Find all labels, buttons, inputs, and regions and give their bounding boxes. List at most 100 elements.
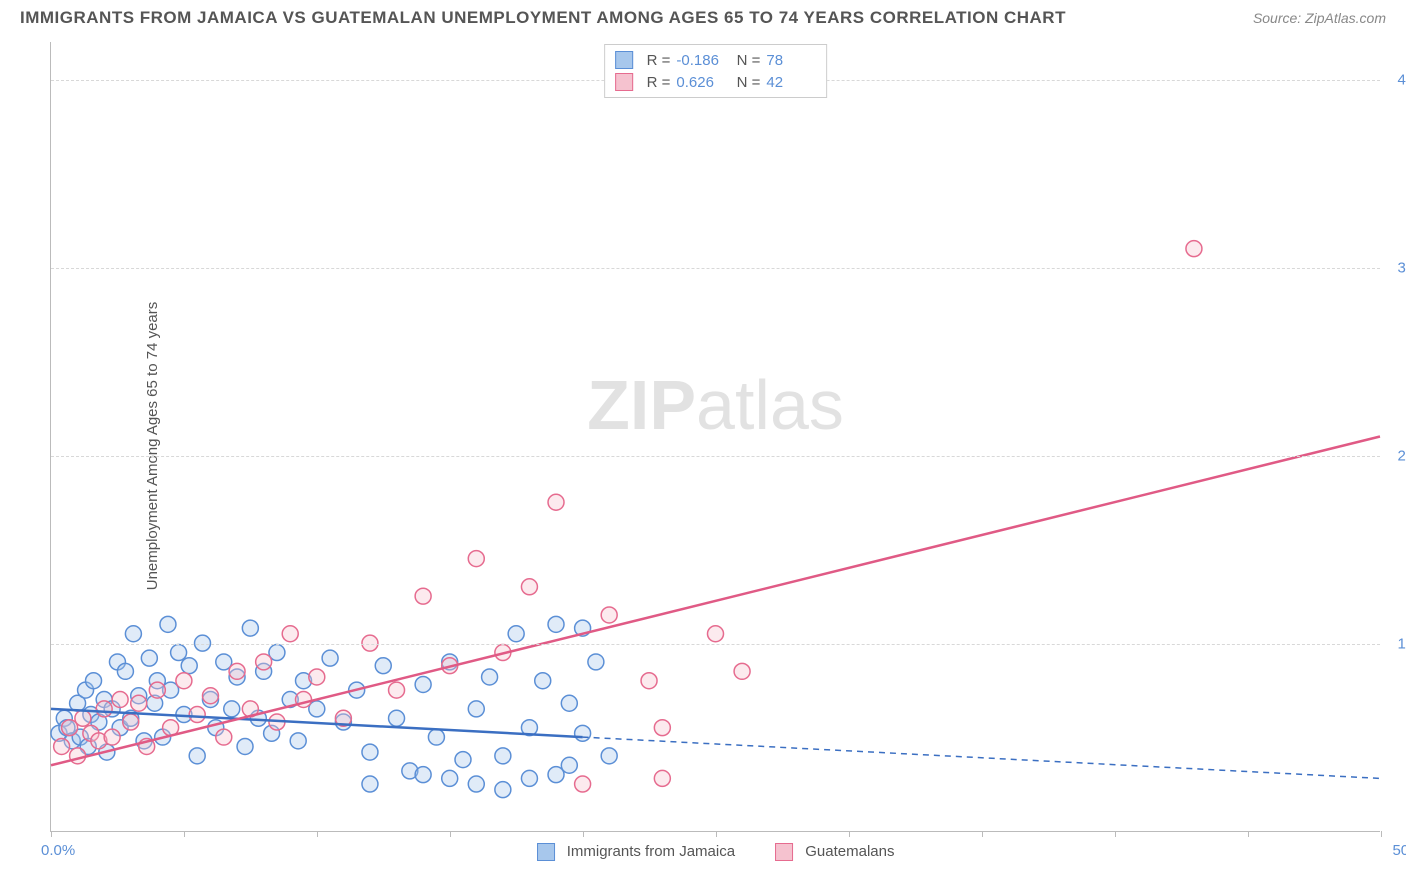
data-point — [131, 695, 147, 711]
y-tick-label: 40.0% — [1385, 71, 1406, 88]
x-tick — [317, 831, 318, 837]
legend-swatch — [775, 843, 793, 861]
regression-line — [51, 437, 1380, 766]
r-label: R = — [647, 52, 671, 69]
data-point — [575, 725, 591, 741]
data-point — [181, 658, 197, 674]
data-point — [96, 701, 112, 717]
data-point — [415, 676, 431, 692]
data-point — [141, 650, 157, 666]
data-point — [601, 748, 617, 764]
legend-swatch — [537, 843, 555, 861]
data-point — [125, 626, 141, 642]
data-point — [548, 616, 564, 632]
data-point — [575, 776, 591, 792]
y-tick-label: 30.0% — [1385, 259, 1406, 276]
data-point — [535, 673, 551, 689]
data-point — [561, 695, 577, 711]
correlation-legend: R = -0.186 N = 78 R = 0.626 N = 42 — [604, 44, 828, 98]
data-point — [521, 770, 537, 786]
legend-row-series-1: R = -0.186 N = 78 — [615, 49, 817, 71]
data-point — [455, 752, 471, 768]
data-point — [54, 738, 70, 754]
r-label: R = — [647, 74, 671, 91]
data-point — [442, 770, 458, 786]
n-label: N = — [732, 52, 760, 69]
x-tick — [1115, 831, 1116, 837]
legend-row-series-2: R = 0.626 N = 42 — [615, 71, 817, 93]
legend-label-2: Guatemalans — [805, 843, 894, 860]
data-point — [86, 673, 102, 689]
legend-swatch-2 — [615, 73, 633, 91]
y-tick-label: 10.0% — [1385, 635, 1406, 652]
x-axis-max-label: 50.0% — [1392, 842, 1406, 859]
x-tick — [184, 831, 185, 837]
legend-item-1: Immigrants from Jamaica — [537, 843, 736, 861]
data-point — [508, 626, 524, 642]
data-point — [468, 776, 484, 792]
data-point — [708, 626, 724, 642]
data-point — [189, 748, 205, 764]
legend-item-2: Guatemalans — [775, 843, 894, 861]
x-tick — [51, 831, 52, 837]
x-tick — [849, 831, 850, 837]
n-label: N = — [732, 74, 760, 91]
series-legend: Immigrants from Jamaica Guatemalans — [537, 843, 895, 861]
chart-svg — [51, 42, 1380, 831]
data-point — [117, 663, 133, 679]
chart-title: IMMIGRANTS FROM JAMAICA VS GUATEMALAN UN… — [20, 8, 1066, 28]
data-point — [224, 701, 240, 717]
y-tick-label: 20.0% — [1385, 447, 1406, 464]
data-point — [309, 669, 325, 685]
x-tick — [1248, 831, 1249, 837]
data-point — [362, 776, 378, 792]
gridline — [51, 456, 1380, 457]
data-point — [202, 688, 218, 704]
data-point — [242, 620, 258, 636]
data-point — [237, 738, 253, 754]
n-value-2: 42 — [766, 74, 816, 91]
data-point — [641, 673, 657, 689]
data-point — [112, 692, 128, 708]
x-tick — [450, 831, 451, 837]
data-point — [160, 616, 176, 632]
data-point — [189, 707, 205, 723]
data-point — [468, 701, 484, 717]
data-point — [468, 551, 484, 567]
data-point — [104, 729, 120, 745]
data-point — [256, 654, 272, 670]
data-point — [171, 645, 187, 661]
r-value-2: 0.626 — [676, 74, 726, 91]
data-point — [415, 588, 431, 604]
data-point — [415, 767, 431, 783]
data-point — [123, 714, 139, 730]
data-point — [1186, 241, 1202, 257]
regression-line-extrapolated — [583, 737, 1380, 778]
data-point — [290, 733, 306, 749]
x-tick — [583, 831, 584, 837]
legend-label-1: Immigrants from Jamaica — [567, 843, 735, 860]
data-point — [282, 626, 298, 642]
x-tick — [1381, 831, 1382, 837]
data-point — [75, 710, 91, 726]
data-point — [495, 782, 511, 798]
data-point — [654, 720, 670, 736]
x-tick — [716, 831, 717, 837]
data-point — [428, 729, 444, 745]
x-tick — [982, 831, 983, 837]
data-point — [561, 757, 577, 773]
data-point — [521, 579, 537, 595]
data-point — [70, 748, 86, 764]
data-point — [229, 663, 245, 679]
data-point — [654, 770, 670, 786]
data-point — [482, 669, 498, 685]
x-axis-min-label: 0.0% — [41, 842, 75, 859]
data-point — [588, 654, 604, 670]
data-point — [389, 682, 405, 698]
gridline — [51, 644, 1380, 645]
data-point — [362, 744, 378, 760]
gridline — [51, 268, 1380, 269]
data-point — [601, 607, 617, 623]
data-point — [375, 658, 391, 674]
data-point — [495, 748, 511, 764]
